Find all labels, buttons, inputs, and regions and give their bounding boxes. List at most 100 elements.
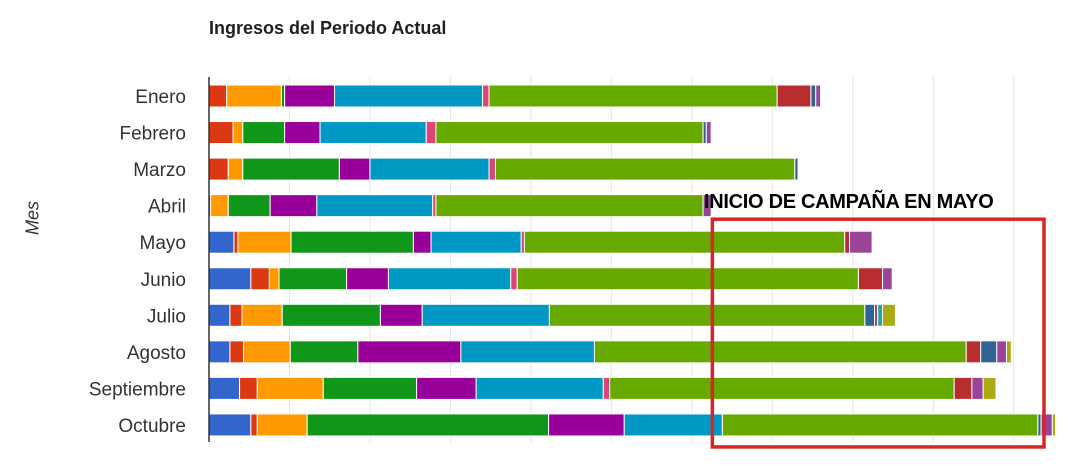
bar-segment (421, 303, 550, 327)
bar-segment (379, 303, 423, 327)
bar-segment (488, 157, 496, 181)
bar-segment (208, 121, 234, 145)
bar-segment (425, 121, 437, 145)
bar-segment (278, 267, 348, 291)
bar-segment (289, 340, 359, 364)
category-label: Agosto (127, 343, 186, 364)
category-label: Octubre (118, 416, 186, 437)
bar-segment (602, 376, 611, 400)
bar-segment (243, 340, 291, 364)
bar-segment (242, 121, 286, 145)
bar-segment (475, 376, 604, 400)
bar-segment (416, 376, 477, 400)
bar-segment (290, 230, 414, 254)
bar-segment (548, 413, 625, 437)
bars (208, 84, 1057, 437)
bar-segment (460, 340, 595, 364)
bar-segment (319, 121, 427, 145)
category-label: Junio (141, 270, 186, 291)
bar-segment (815, 84, 822, 108)
bar-segment (516, 267, 859, 291)
bar-segment (412, 230, 432, 254)
bar-segment (284, 121, 321, 145)
bar-segment (256, 413, 308, 437)
bar-segment (208, 413, 252, 437)
bar-segment (510, 267, 518, 291)
bar-segment (857, 267, 884, 291)
bar-segment (980, 340, 998, 364)
category-label: Julio (147, 306, 186, 327)
category-label: Enero (135, 87, 186, 108)
bar-segment (702, 194, 712, 218)
bar-segment (882, 267, 893, 291)
bar-segment (346, 267, 389, 291)
bar-segment (849, 230, 873, 254)
bar-segment (241, 303, 283, 327)
bar-segment (965, 340, 982, 364)
bar-segment (229, 340, 245, 364)
bar-segment (1051, 413, 1057, 437)
bar-segment (357, 340, 462, 364)
bar-segment (882, 303, 896, 327)
bar-segment (387, 267, 512, 291)
category-label: Febrero (119, 124, 186, 145)
bar-segment (208, 84, 228, 108)
bar-segment (430, 230, 522, 254)
bar-segment (268, 267, 280, 291)
bar-segment (705, 121, 712, 145)
bar-segment (233, 230, 239, 254)
bar-segment (794, 157, 799, 181)
bar-segment (334, 84, 484, 108)
bar-segment (488, 84, 778, 108)
bar-segment (482, 84, 490, 108)
bar-segment (971, 376, 984, 400)
bar-segment (776, 84, 812, 108)
bar-segment (593, 340, 967, 364)
bar-segment (227, 157, 244, 181)
category-label: Septiembre (89, 379, 186, 400)
bar-segment (810, 84, 817, 108)
bar-segment (369, 157, 490, 181)
bar-segment (435, 194, 704, 218)
bar-segment (982, 376, 997, 400)
bar-segment (721, 413, 1039, 437)
bar-segment (208, 376, 241, 400)
bar-segment (284, 84, 336, 108)
chart-title: Ingresos del Periodo Actual (209, 18, 447, 38)
bar-segment (208, 303, 231, 327)
bar-segment (256, 376, 324, 400)
bar-segment (864, 303, 876, 327)
bar-segment (226, 84, 282, 108)
category-label: Abril (148, 197, 186, 218)
category-labels: Enero Febrero Marzo Abril Mayo Junio Julio Agos… (89, 87, 186, 437)
bar-segment (609, 376, 955, 400)
bar-segment (210, 194, 229, 218)
campaign-annotation-label: INICIO DE CAMPAÑA EN MAYO (704, 191, 994, 213)
bar-segment (316, 194, 434, 218)
bar-segment (548, 303, 866, 327)
bar-segment (242, 157, 340, 181)
bar-segment (877, 303, 884, 327)
bar-segment (338, 157, 371, 181)
bar-segment (623, 413, 723, 437)
category-label: Marzo (133, 160, 186, 181)
category-label: Mayo (140, 233, 186, 254)
bar-segment (208, 230, 235, 254)
bar-segment (322, 376, 418, 400)
bar-segment (996, 340, 1007, 364)
bar-segment (435, 121, 704, 145)
bar-segment (844, 230, 851, 254)
bar-segment (250, 413, 258, 437)
bar-segment (232, 121, 244, 145)
bar-segment (208, 267, 252, 291)
bar-segment (953, 376, 973, 400)
bar-segment (1005, 340, 1012, 364)
bar-segment (269, 194, 318, 218)
bar-segment (523, 230, 846, 254)
bar-segment (227, 194, 271, 218)
campaign-highlight-box (710, 217, 1046, 449)
bar-segment (239, 376, 258, 400)
bar-segment (494, 157, 796, 181)
bar-segment (208, 340, 231, 364)
